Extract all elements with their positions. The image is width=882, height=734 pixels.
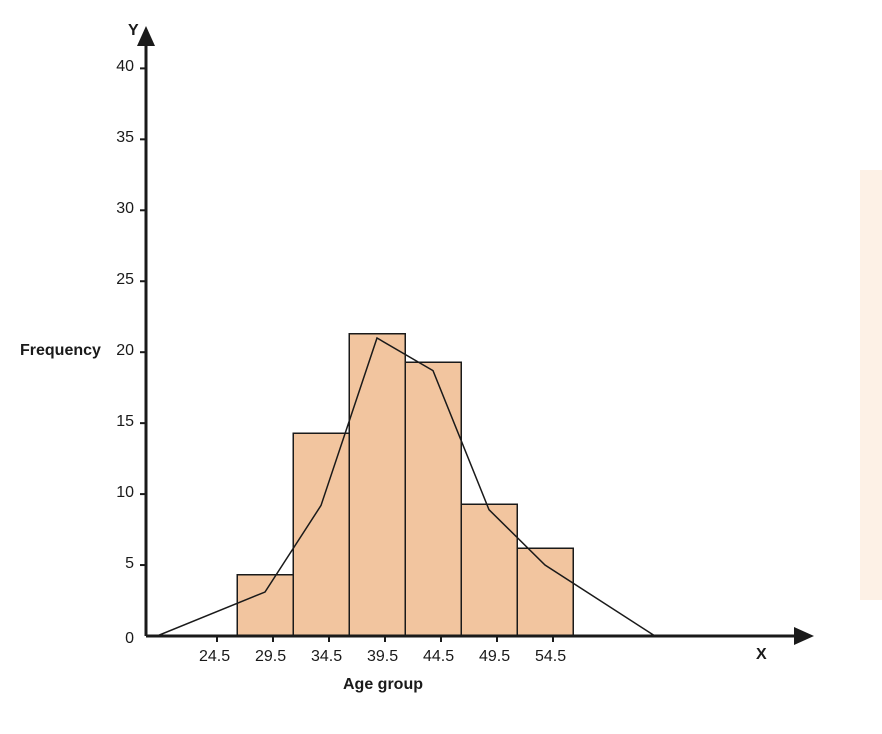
histogram-bar [405,362,461,636]
x-tick-label: 54.5 [535,648,566,666]
y-tick-label: 35 [116,129,134,147]
histogram-chart: Y X Frequency Age group 0 5 10 15 20 25 30 35 4… [0,0,882,734]
y-axis-arrowhead [137,26,155,46]
x-tick-label: 39.5 [367,648,398,666]
histogram-bar [517,548,573,636]
x-tick-label: 44.5 [423,648,454,666]
x-tick-label: 49.5 [479,648,510,666]
y-tick-label: 15 [116,413,134,431]
origin-zero-label: 0 [125,630,134,648]
x-axis-letter: X [756,646,767,664]
x-tick-label: 24.5 [199,648,230,666]
y-axis-label: Frequency [20,342,101,360]
x-tick-label: 29.5 [255,648,286,666]
x-axis-label: Age group [343,676,423,694]
histogram-bar [461,504,517,636]
x-axis-arrowhead [794,627,814,645]
histogram-bar [237,575,293,636]
y-tick-label: 10 [116,484,134,502]
y-tick-label: 20 [116,342,134,360]
y-tick-label: 30 [116,200,134,218]
histogram-bar [349,334,405,636]
y-tick-label: 5 [125,555,134,573]
chart-svg [0,0,882,734]
x-tick-label: 34.5 [311,648,342,666]
y-axis-letter: Y [128,22,139,40]
y-tick-label: 40 [116,58,134,76]
y-tick-label: 25 [116,271,134,289]
